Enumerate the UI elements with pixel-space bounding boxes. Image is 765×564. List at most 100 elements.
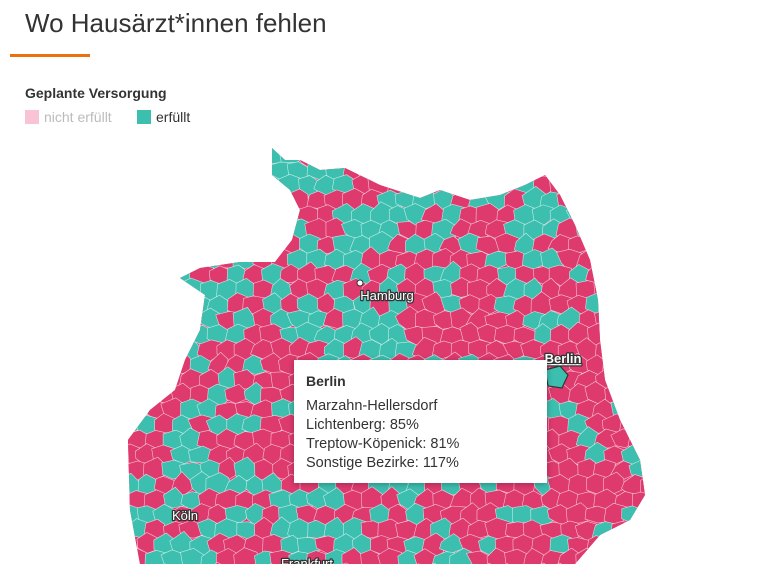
district[interactable] bbox=[494, 146, 518, 166]
district[interactable] bbox=[250, 219, 277, 243]
district[interactable] bbox=[109, 547, 132, 564]
district[interactable] bbox=[596, 248, 618, 273]
district[interactable] bbox=[638, 172, 665, 196]
district[interactable] bbox=[224, 172, 250, 198]
district[interactable] bbox=[170, 293, 195, 314]
district[interactable] bbox=[620, 383, 645, 405]
district[interactable] bbox=[584, 175, 609, 194]
district[interactable] bbox=[360, 130, 382, 150]
district[interactable] bbox=[611, 129, 638, 153]
district[interactable] bbox=[143, 247, 167, 271]
district[interactable] bbox=[142, 129, 167, 150]
district[interactable] bbox=[548, 145, 575, 168]
district[interactable] bbox=[478, 147, 501, 165]
district[interactable] bbox=[169, 201, 195, 226]
district[interactable] bbox=[109, 248, 132, 273]
district[interactable] bbox=[467, 157, 493, 184]
district[interactable] bbox=[188, 205, 214, 228]
district[interactable] bbox=[243, 172, 266, 196]
district[interactable] bbox=[384, 142, 411, 167]
district[interactable] bbox=[225, 202, 251, 227]
district[interactable] bbox=[135, 172, 159, 195]
district[interactable] bbox=[196, 132, 223, 150]
district[interactable] bbox=[377, 547, 404, 564]
district[interactable] bbox=[586, 141, 612, 167]
district[interactable] bbox=[196, 189, 222, 212]
district[interactable] bbox=[397, 128, 422, 152]
district[interactable] bbox=[153, 325, 177, 344]
district[interactable] bbox=[163, 219, 187, 241]
district[interactable] bbox=[512, 145, 538, 163]
district[interactable] bbox=[216, 160, 242, 182]
district[interactable] bbox=[128, 370, 150, 391]
district[interactable] bbox=[638, 202, 661, 228]
district[interactable] bbox=[161, 339, 186, 361]
legend-item[interactable]: erfüllt bbox=[137, 109, 190, 125]
district[interactable] bbox=[414, 158, 438, 183]
legend-item[interactable]: nicht erfüllt bbox=[25, 109, 112, 125]
district[interactable] bbox=[155, 205, 175, 228]
district[interactable] bbox=[154, 145, 179, 166]
district[interactable] bbox=[116, 142, 143, 169]
district[interactable] bbox=[449, 128, 472, 150]
district[interactable] bbox=[621, 205, 645, 226]
district[interactable] bbox=[233, 221, 259, 242]
district[interactable] bbox=[396, 159, 420, 180]
district[interactable] bbox=[631, 276, 654, 301]
district[interactable] bbox=[602, 266, 628, 286]
district[interactable] bbox=[567, 144, 589, 167]
district[interactable] bbox=[630, 189, 654, 213]
district[interactable] bbox=[153, 265, 178, 284]
district[interactable] bbox=[161, 308, 186, 331]
district[interactable] bbox=[181, 189, 205, 210]
district[interactable] bbox=[602, 201, 627, 229]
district[interactable] bbox=[612, 219, 634, 242]
district[interactable] bbox=[586, 535, 611, 557]
district[interactable] bbox=[145, 280, 168, 303]
district[interactable] bbox=[133, 295, 160, 316]
district[interactable] bbox=[269, 189, 294, 214]
district[interactable] bbox=[638, 505, 662, 527]
district[interactable] bbox=[251, 128, 276, 152]
district[interactable] bbox=[179, 219, 206, 242]
district[interactable] bbox=[152, 353, 177, 377]
district[interactable] bbox=[109, 188, 133, 213]
district[interactable] bbox=[118, 534, 141, 556]
berlin-district[interactable] bbox=[544, 365, 569, 389]
district[interactable] bbox=[405, 143, 430, 165]
district[interactable] bbox=[639, 535, 661, 554]
district[interactable] bbox=[603, 175, 628, 195]
district[interactable] bbox=[143, 189, 170, 213]
district[interactable] bbox=[593, 219, 618, 239]
district[interactable] bbox=[208, 173, 233, 197]
district[interactable] bbox=[178, 157, 204, 184]
district[interactable] bbox=[629, 129, 656, 149]
district[interactable] bbox=[621, 294, 646, 318]
district[interactable] bbox=[111, 517, 133, 542]
district[interactable] bbox=[126, 159, 151, 182]
district[interactable] bbox=[602, 294, 628, 316]
district[interactable] bbox=[205, 231, 231, 259]
district[interactable] bbox=[107, 308, 134, 333]
district[interactable] bbox=[639, 355, 664, 375]
district[interactable] bbox=[638, 263, 664, 289]
district[interactable] bbox=[179, 277, 204, 304]
district[interactable] bbox=[441, 145, 465, 167]
district[interactable] bbox=[629, 369, 654, 388]
district[interactable] bbox=[621, 231, 645, 256]
district[interactable] bbox=[161, 129, 185, 153]
district[interactable] bbox=[143, 161, 167, 183]
district[interactable] bbox=[595, 129, 619, 150]
district[interactable] bbox=[153, 173, 175, 198]
district[interactable] bbox=[136, 266, 159, 289]
district[interactable] bbox=[127, 341, 150, 361]
district[interactable] bbox=[270, 218, 296, 243]
district[interactable] bbox=[460, 171, 485, 197]
district[interactable] bbox=[622, 144, 643, 165]
district[interactable] bbox=[144, 340, 169, 359]
district[interactable] bbox=[127, 309, 151, 334]
district[interactable] bbox=[307, 130, 329, 149]
district[interactable] bbox=[115, 325, 142, 346]
district[interactable] bbox=[188, 172, 215, 198]
district[interactable] bbox=[181, 131, 203, 151]
